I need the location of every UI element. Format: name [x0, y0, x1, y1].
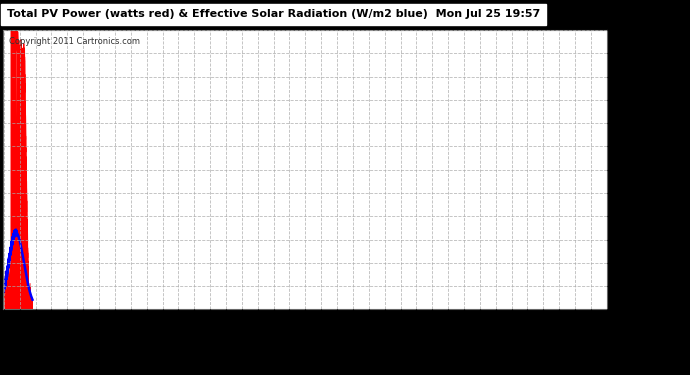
- Text: Total PV Power (watts red) & Effective Solar Radiation (W/m2 blue)  Mon Jul 25 1: Total PV Power (watts red) & Effective S…: [7, 9, 540, 20]
- Text: Copyright 2011 Cartronics.com: Copyright 2011 Cartronics.com: [10, 37, 141, 46]
